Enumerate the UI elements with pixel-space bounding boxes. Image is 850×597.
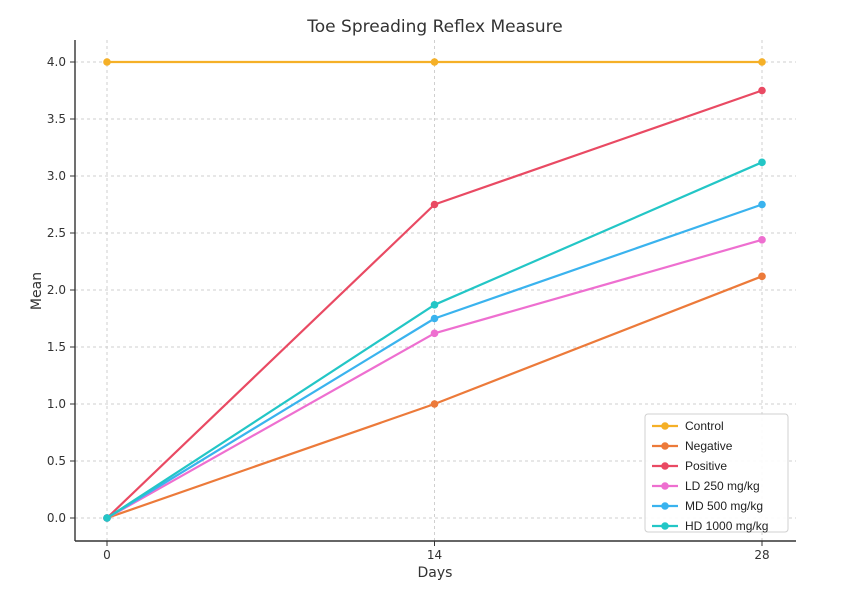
legend-label: HD 1000 mg/kg xyxy=(685,519,768,533)
legend-marker-hd-1000-mg-kg xyxy=(661,522,669,530)
y-tick-label: 0.0 xyxy=(47,511,66,525)
x-tick-label: 0 xyxy=(103,548,111,562)
legend-label: Positive xyxy=(685,459,727,473)
y-tick-label: 3.0 xyxy=(47,169,66,183)
data-point-ld-250-mg-kg xyxy=(758,236,766,244)
legend-label: Control xyxy=(685,419,724,433)
data-point-hd-1000-mg-kg xyxy=(103,514,111,522)
chart-title: Toe Spreading Reflex Measure xyxy=(306,17,562,37)
data-point-negative xyxy=(758,272,766,281)
y-tick-label: 3.5 xyxy=(47,112,66,126)
x-tick-label: 14 xyxy=(427,548,442,562)
series-group xyxy=(103,58,766,522)
y-tick-label: 4.0 xyxy=(47,55,66,69)
data-point-md-500-mg-kg xyxy=(758,200,766,209)
y-tick-label: 2.0 xyxy=(47,283,66,297)
legend: Control Negative Positive LD 250 mg/kg MD 50… xyxy=(644,413,789,533)
legend-marker-control xyxy=(661,422,669,430)
legend-label: Negative xyxy=(685,439,733,453)
legend-marker-md-500-mg-kg xyxy=(661,502,669,510)
data-point-negative xyxy=(430,400,439,408)
x-tick-label: 28 xyxy=(754,548,769,562)
legend-marker-ld-250-mg-kg xyxy=(661,482,669,490)
y-tick-label: 0.5 xyxy=(47,454,66,468)
data-point-positive xyxy=(758,86,766,95)
data-point-hd-1000-mg-kg xyxy=(758,158,766,167)
data-point-control xyxy=(758,58,766,66)
legend-marker-negative xyxy=(661,442,669,450)
legend-marker-positive xyxy=(661,462,669,470)
legend-label: MD 500 mg/kg xyxy=(685,499,763,513)
x-axis-label: Days xyxy=(418,565,453,581)
data-point-control xyxy=(430,58,439,66)
y-tick-label: 1.0 xyxy=(47,397,66,411)
y-tick-label: 2.5 xyxy=(47,226,66,240)
legend-box xyxy=(644,413,789,533)
y-tick-label: 1.5 xyxy=(47,340,66,354)
data-point-positive xyxy=(430,200,439,209)
data-point-hd-1000-mg-kg xyxy=(430,301,439,309)
axis-ticks: 0.0 0.5 1.0 1.5 2.0 2.5 3.0 3.5 4.0 0 14 28 xyxy=(47,55,770,562)
data-point-md-500-mg-kg xyxy=(430,314,439,323)
y-axis-label: Mean xyxy=(29,272,45,310)
legend-label: LD 250 mg/kg xyxy=(685,479,760,493)
data-point-control xyxy=(103,58,111,66)
data-point-ld-250-mg-kg xyxy=(430,329,439,338)
